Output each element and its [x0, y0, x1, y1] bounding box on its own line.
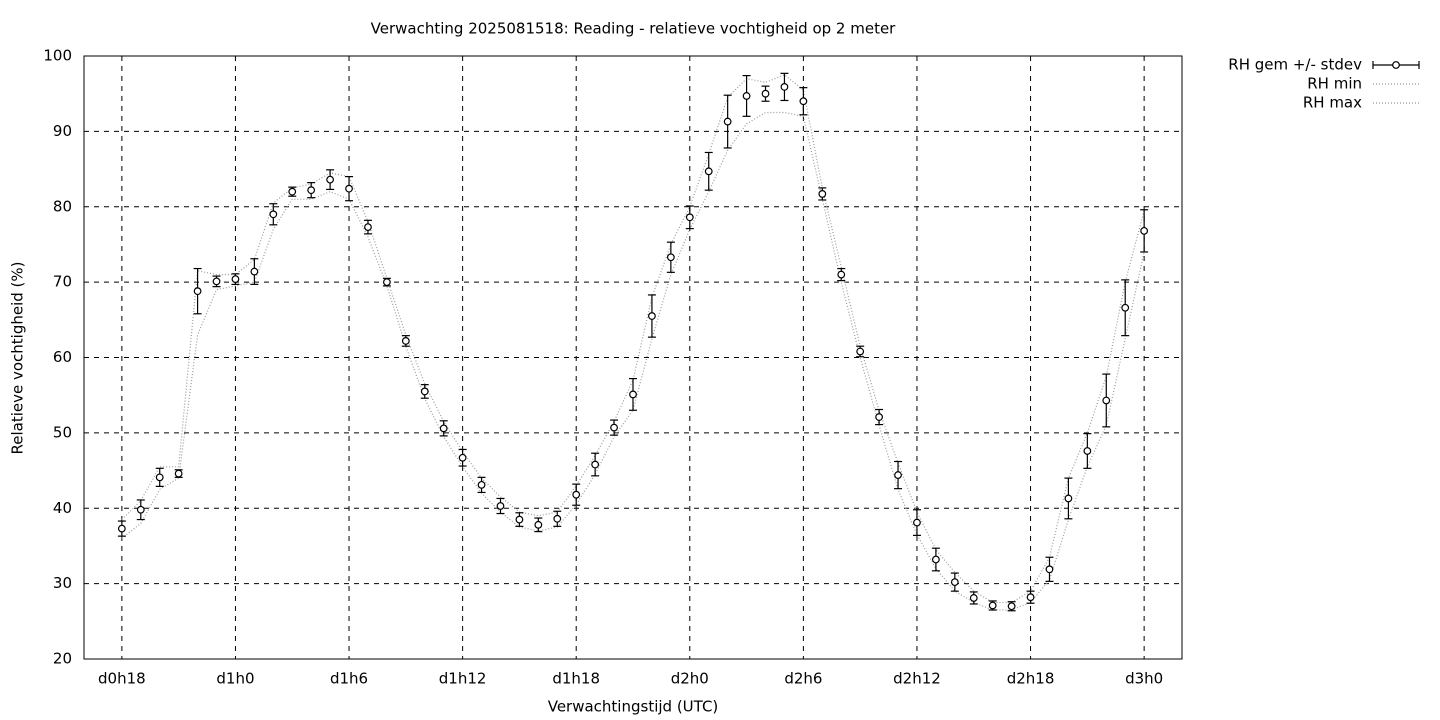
chart-title: Verwachting 2025081518: Reading - relati…	[371, 20, 897, 38]
data-point	[439, 424, 448, 433]
y-tick-label: 50	[53, 423, 72, 441]
data-point	[458, 453, 467, 462]
y-tick-label: 90	[53, 122, 72, 140]
x-tick-label: d1h0	[216, 670, 254, 688]
data-point	[515, 515, 524, 524]
data-point	[496, 502, 505, 510]
data-point	[212, 277, 221, 286]
y-tick-label: 70	[53, 273, 72, 291]
legend-swatch	[1392, 61, 1400, 69]
plot-frame	[83, 55, 1183, 660]
data-point	[818, 190, 827, 198]
x-tick-label: d2h0	[671, 670, 709, 688]
data-point	[572, 490, 581, 499]
data-point	[136, 505, 145, 514]
data-point	[685, 213, 694, 222]
data-point	[591, 460, 600, 469]
data-point	[307, 186, 316, 195]
x-tick-label: d0h18	[98, 670, 146, 688]
y-tick-label: 60	[53, 348, 72, 366]
x-tick-label: d2h12	[893, 670, 941, 688]
data-point	[629, 390, 637, 399]
x-tick-label: d3h0	[1125, 670, 1163, 688]
y-axis-label: Relatieve vochtigheid (%)	[9, 261, 27, 454]
data-point	[345, 184, 353, 193]
data-point	[420, 387, 429, 396]
legend-label: RH gem +/- stdev	[1228, 56, 1362, 74]
x-tick-label: d2h6	[784, 670, 822, 688]
data-point	[610, 423, 618, 432]
data-point	[553, 514, 562, 523]
data-point	[534, 520, 543, 529]
data-point	[913, 518, 921, 527]
data-point	[231, 275, 240, 284]
data-point	[326, 175, 335, 184]
data-point	[1045, 565, 1054, 574]
x-tick-label: d1h12	[439, 670, 487, 688]
data-point	[193, 287, 202, 296]
data-point	[950, 578, 959, 587]
data-point	[1007, 602, 1016, 611]
range-line	[121, 74, 1145, 604]
y-tick-label: 40	[53, 499, 72, 517]
y-tick-label: 80	[53, 197, 72, 215]
data-point	[723, 117, 732, 126]
data-point	[988, 601, 997, 610]
y-tick-label: 20	[53, 650, 72, 668]
data-point	[1140, 226, 1149, 235]
data-point	[401, 337, 410, 345]
data-point	[969, 594, 978, 602]
x-axis-label: Verwachtingstijd (UTC)	[548, 698, 719, 716]
data-point	[174, 469, 183, 478]
data-point	[477, 480, 486, 489]
data-point	[364, 223, 372, 232]
data-point	[1102, 396, 1111, 405]
range-line	[121, 111, 1145, 611]
data-point	[117, 524, 126, 533]
data-point	[875, 413, 884, 421]
data-point	[288, 187, 297, 196]
data-point	[250, 267, 259, 276]
data-point	[742, 92, 751, 100]
data-point	[704, 167, 713, 176]
data-point	[1121, 303, 1130, 312]
data-point	[666, 253, 675, 262]
data-point	[648, 312, 656, 320]
legend-label: RH min	[1307, 75, 1362, 93]
data-point	[269, 210, 278, 219]
legend-label: RH max	[1303, 94, 1362, 112]
data-point	[837, 270, 846, 279]
data-point	[761, 89, 770, 98]
data-point	[894, 471, 902, 479]
data-point	[931, 555, 940, 564]
x-tick-label: d1h18	[552, 670, 600, 688]
data-point	[1064, 494, 1073, 503]
data-point	[780, 83, 789, 91]
y-tick-label: 30	[53, 574, 72, 592]
data-point	[1026, 593, 1035, 602]
x-tick-label: d1h6	[330, 670, 368, 688]
data-point	[1083, 447, 1092, 455]
x-tick-label: d2h18	[1007, 670, 1055, 688]
y-tick-label: 100	[43, 47, 72, 65]
data-point	[382, 278, 391, 287]
data-point	[799, 97, 808, 106]
data-point	[856, 347, 865, 356]
data-point	[155, 473, 164, 482]
